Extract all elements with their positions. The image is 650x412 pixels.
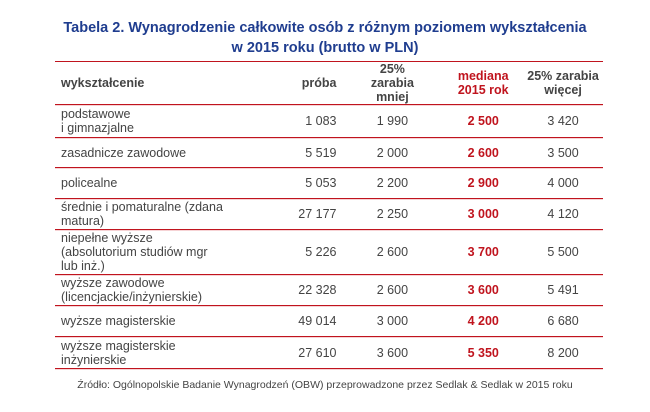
- header-median: mediana 2015 rok: [443, 69, 523, 97]
- cell-upper25: 3 420: [547, 114, 579, 128]
- cell-education: policealne: [55, 176, 231, 190]
- cell-education: zasadnicze zawodowe: [55, 146, 231, 160]
- header-lower25-line3: mniej: [376, 90, 409, 104]
- education-line: niepełne wyższe: [61, 231, 153, 245]
- cell-sample: 1 083: [305, 114, 337, 128]
- cell-sample: 49 014: [298, 314, 337, 328]
- table-row: podstawowe i gimnazjalne 1 083 1 990 2 5…: [55, 105, 603, 138]
- education-line: policealne: [61, 176, 118, 190]
- education-line: lub inż.): [61, 259, 105, 273]
- table-row: niepełne wyższe (absolutorium studiów mg…: [55, 230, 603, 275]
- header-education: wykształcenie: [61, 76, 145, 90]
- table-row: średnie i pomaturalne (zdana matura) 27 …: [55, 199, 603, 230]
- cell-median: 3 700: [467, 245, 499, 259]
- cell-sample: 27 177: [298, 207, 337, 221]
- cell-median: 3 000: [467, 207, 499, 221]
- title-line-1: Tabela 2. Wynagrodzenie całkowite osób z…: [63, 20, 587, 36]
- cell-lower25: 2 600: [376, 283, 409, 297]
- source-note: Źródło: Ogólnopolskie Badanie Wynagrodze…: [77, 379, 573, 391]
- cell-education: wyższe zawodowe (licencjackie/inżyniersk…: [55, 276, 231, 304]
- cell-sample: 22 328: [298, 283, 337, 297]
- title-line-2: w 2015 roku (brutto w PLN): [231, 40, 419, 56]
- table-row: zasadnicze zawodowe 5 519 2 000 2 600 3 …: [55, 138, 603, 168]
- cell-education: średnie i pomaturalne (zdana matura): [55, 200, 231, 228]
- education-line: wyższe magisterskie: [61, 314, 176, 328]
- header-median-line1: mediana: [457, 69, 509, 83]
- header-lower25: 25% zarabia mniej: [341, 62, 443, 104]
- header-sample: próba: [301, 76, 337, 90]
- header-upper25-line1: 25% zarabia: [527, 69, 599, 83]
- cell-lower25: 2 250: [376, 207, 409, 221]
- cell-median: 2 900: [467, 176, 499, 190]
- table-header-row: wykształcenie próba 25% zarabia mniej me…: [55, 62, 603, 105]
- salary-table: wykształcenie próba 25% zarabia mniej me…: [55, 61, 603, 369]
- header-upper25-line2: więcej: [544, 83, 582, 97]
- cell-upper25: 4 000: [547, 176, 579, 190]
- cell-lower25: 1 990: [376, 114, 409, 128]
- header-median-line2: 2015 rok: [457, 83, 509, 97]
- education-line: (licencjackie/inżynierskie): [61, 290, 203, 304]
- cell-upper25: 8 200: [547, 345, 579, 360]
- education-line: (absolutorium studiów mgr: [61, 245, 208, 259]
- cell-education: podstawowe i gimnazjalne: [55, 107, 231, 135]
- education-line: i gimnazjalne: [61, 121, 134, 135]
- cell-upper25: 5 491: [547, 283, 579, 297]
- education-line: matura): [61, 214, 105, 228]
- cell-upper25: 3 500: [547, 145, 579, 160]
- education-line: wyższe zawodowe: [61, 276, 165, 290]
- cell-median: 2 600: [467, 145, 499, 160]
- cell-lower25: 2 600: [376, 245, 409, 259]
- table-title: Tabela 2. Wynagrodzenie całkowite osób z…: [0, 18, 650, 58]
- cell-median: 3 600: [467, 283, 499, 297]
- cell-education: niepełne wyższe (absolutorium studiów mg…: [55, 231, 231, 273]
- cell-education: wyższe magisterskie: [55, 314, 231, 328]
- header-upper25: 25% zarabia więcej: [523, 69, 603, 97]
- cell-sample: 5 053: [305, 176, 337, 190]
- cell-education: wyższe magisterskie inżynierskie: [55, 339, 231, 367]
- table-row: policealne 5 053 2 200 2 900 4 000: [55, 168, 603, 199]
- cell-median: 4 200: [467, 314, 499, 328]
- cell-sample: 5 226: [305, 245, 337, 259]
- cell-upper25: 4 120: [547, 207, 579, 221]
- cell-lower25: 3 600: [376, 345, 409, 360]
- education-line: wyższe magisterskie: [61, 338, 176, 353]
- cell-median: 2 500: [467, 114, 499, 128]
- cell-median: 5 350: [467, 345, 499, 360]
- education-line: średnie i pomaturalne (zdana: [61, 200, 223, 214]
- cell-lower25: 2 000: [376, 145, 409, 160]
- cell-upper25: 5 500: [547, 245, 579, 259]
- cell-lower25: 2 200: [376, 176, 409, 190]
- table-row: wyższe zawodowe (licencjackie/inżyniersk…: [55, 275, 603, 306]
- education-line: inżynierskie: [61, 352, 127, 367]
- header-lower25-line1: 25%: [379, 62, 405, 76]
- table-row: wyższe magisterskie inżynierskie 27 610 …: [55, 337, 603, 369]
- header-lower25-line2: zarabia: [370, 76, 414, 90]
- table-row: wyższe magisterskie 49 014 3 000 4 200 6…: [55, 306, 603, 337]
- cell-sample: 5 519: [305, 145, 337, 160]
- cell-upper25: 6 680: [547, 314, 579, 328]
- cell-sample: 27 610: [298, 345, 337, 360]
- cell-lower25: 3 000: [376, 314, 409, 328]
- education-line: zasadnicze zawodowe: [61, 145, 187, 160]
- education-line: podstawowe: [61, 107, 131, 121]
